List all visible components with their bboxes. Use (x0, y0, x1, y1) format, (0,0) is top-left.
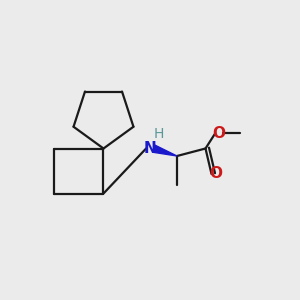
Text: N: N (144, 141, 156, 156)
Text: O: O (209, 167, 223, 182)
Text: O: O (212, 126, 226, 141)
Polygon shape (154, 145, 177, 156)
Text: H: H (153, 127, 164, 141)
